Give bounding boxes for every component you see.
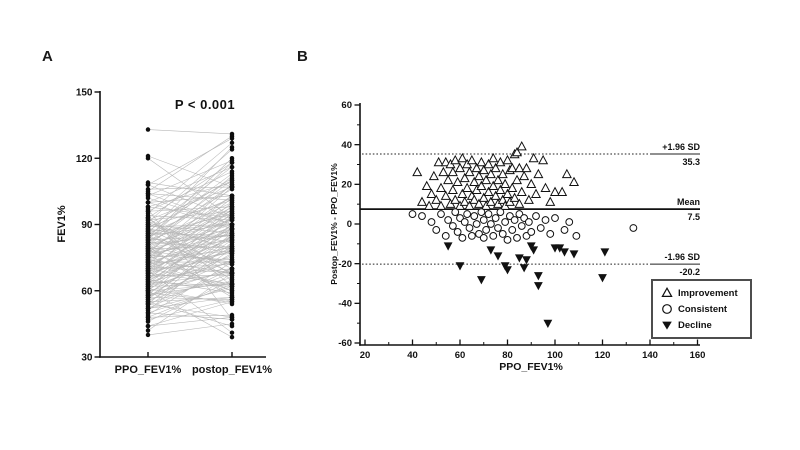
filled-triangle-down-icon (662, 321, 672, 330)
panel-b-label: B (297, 48, 308, 65)
paired-lines (147, 129, 233, 338)
legend-label: Decline (678, 319, 712, 331)
legend-box: Improvement Consistent Decline (651, 279, 752, 339)
svg-text:160: 160 (690, 350, 706, 361)
svg-text:100: 100 (547, 350, 563, 361)
svg-text:40: 40 (341, 140, 352, 151)
legend-label: Consistent (678, 303, 728, 315)
panel-a-category-ppo: PPO_FEV1% (114, 364, 182, 376)
svg-text:-60: -60 (338, 338, 352, 349)
svg-text:60: 60 (341, 100, 352, 111)
svg-text:140: 140 (642, 350, 658, 361)
panel-a-category-postop: postop_FEV1% (191, 364, 273, 376)
mean-value: 7.5 (687, 212, 700, 222)
svg-text:60: 60 (455, 350, 466, 361)
paired-points (145, 127, 235, 340)
svg-text:-40: -40 (338, 299, 352, 310)
svg-text:20: 20 (360, 350, 371, 361)
svg-text:90: 90 (81, 220, 93, 231)
lower-loa-label: -1.96 SD (664, 252, 700, 262)
legend-item-improvement: Improvement (660, 285, 750, 301)
panel-b-x-axis-title: PPO_FEV1% (499, 361, 563, 373)
svg-text:150: 150 (76, 88, 93, 99)
svg-text:0: 0 (347, 219, 352, 230)
mean-label: Mean (676, 197, 700, 207)
legend-item-decline: Decline (660, 317, 750, 333)
svg-text:30: 30 (81, 353, 93, 364)
legend-label: Improvement (678, 287, 738, 299)
svg-text:-20: -20 (338, 259, 352, 270)
svg-text:40: 40 (407, 350, 418, 361)
svg-text:60: 60 (81, 286, 93, 297)
panel-a-y-axis-title: FEV1% (56, 205, 68, 243)
svg-text:120: 120 (76, 154, 93, 165)
svg-text:20: 20 (341, 180, 352, 191)
upper-loa-value: 35.3 (682, 157, 700, 167)
svg-text:80: 80 (502, 350, 513, 361)
open-triangle-up-icon (661, 286, 673, 297)
upper-loa-label: +1.96 SD (662, 142, 700, 152)
svg-text:120: 120 (595, 350, 611, 361)
panel-a-pvalue: P < 0.001 (174, 97, 236, 112)
panel-a-label: A (42, 48, 53, 65)
bland-altman-points (408, 140, 638, 328)
legend-item-consistent: Consistent (660, 301, 750, 317)
panel-b-y-axis-title: Postop_FEV1% - PPO_FEV1% (329, 163, 339, 285)
lower-loa-value: -20.2 (679, 267, 700, 277)
open-circle-icon (662, 304, 672, 314)
